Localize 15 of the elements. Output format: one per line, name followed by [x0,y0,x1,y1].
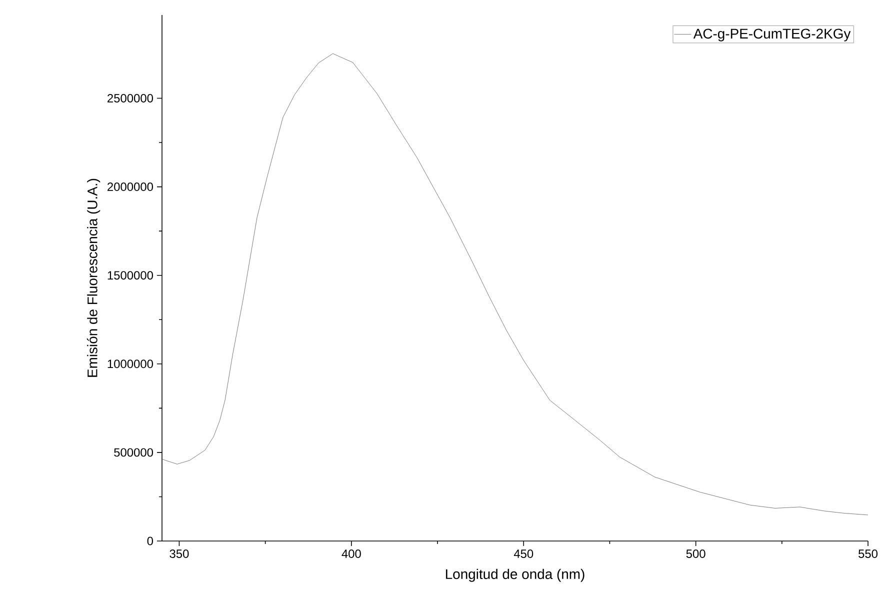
x-axis-title: Longitud de onda (nm) [446,568,584,582]
y-tick-label: 1000000 [108,360,154,368]
legend-label: AC-g-PE-CumTEG-2KGy [693,28,851,42]
y-tick-label: 500000 [114,448,154,457]
y-tick-label: 0 [147,536,154,546]
y-tick-label: 2000000 [108,182,154,192]
line-series [162,53,868,516]
x-tick-label: 450 [514,550,534,558]
x-tick-label: 550 [858,550,878,558]
y-tick-label: 1500000 [108,271,154,280]
y-axis-title: Emisión de Fluorescencia (U.A.) [86,178,100,377]
x-tick-label: 500 [686,550,706,558]
x-tick-label: 350 [170,550,189,558]
y-tick-label: 2500000 [108,94,154,102]
x-tick-label: 400 [342,550,361,558]
